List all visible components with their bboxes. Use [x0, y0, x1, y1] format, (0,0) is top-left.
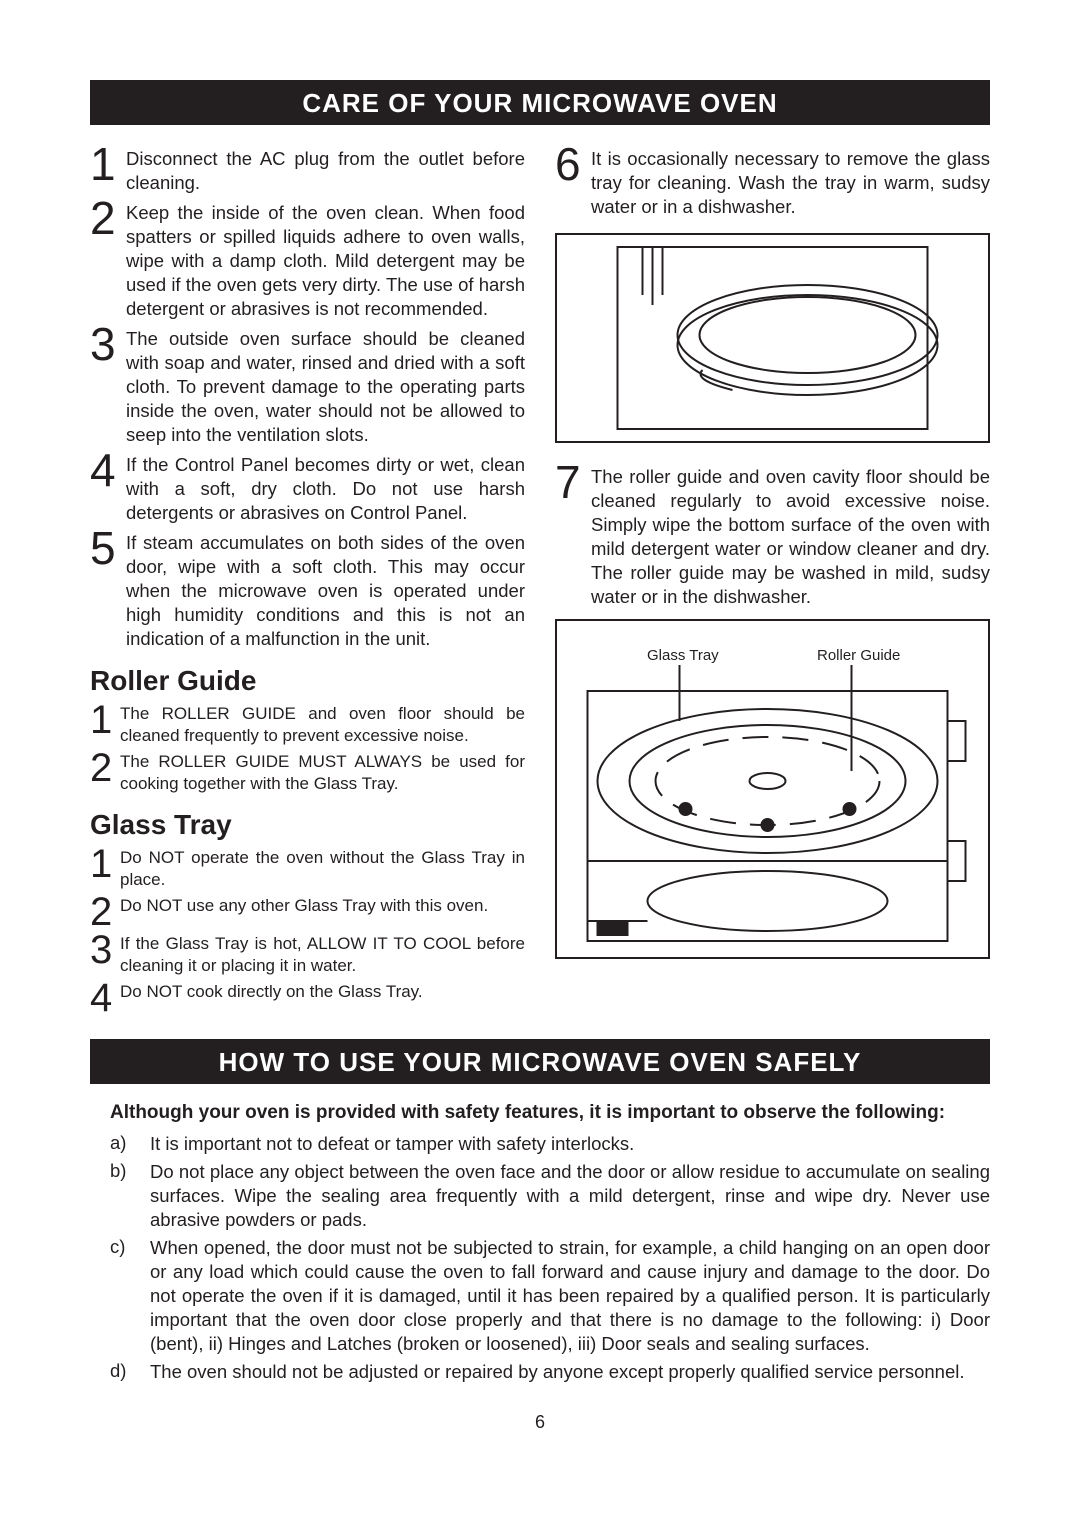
step-text: It is occasionally necessary to remove t…: [591, 143, 990, 219]
roller-guide-heading: Roller Guide: [90, 665, 525, 697]
step-text: The outside oven surface should be clean…: [126, 323, 525, 447]
care-step: 2Do NOT use any other Glass Tray with th…: [90, 893, 525, 929]
safety-intro-text: Although your oven is provided with safe…: [110, 1102, 990, 1124]
glass-tray-heading: Glass Tray: [90, 809, 525, 841]
step-number: 6: [555, 143, 591, 183]
step-number: 1: [90, 143, 126, 183]
microwave-interior-diagram: [555, 233, 990, 443]
step-text: Disconnect the AC plug from the outlet b…: [126, 143, 525, 195]
step-number: 2: [90, 749, 120, 785]
safety-item: b)Do not place any object between the ov…: [110, 1160, 990, 1232]
care-step: 1Disconnect the AC plug from the outlet …: [90, 143, 525, 195]
step-text: If the Glass Tray is hot, ALLOW IT TO CO…: [120, 931, 525, 977]
safety-letter: a): [110, 1132, 150, 1156]
care-step: 4If the Control Panel becomes dirty or w…: [90, 449, 525, 525]
care-left-column: 1Disconnect the AC plug from the outlet …: [90, 143, 525, 1017]
safety-letter: d): [110, 1360, 150, 1384]
step-text: Do NOT cook directly on the Glass Tray.: [120, 979, 423, 1003]
care-step: 3If the Glass Tray is hot, ALLOW IT TO C…: [90, 931, 525, 977]
care-step: 7 The roller guide and oven cavity floor…: [555, 461, 990, 609]
step-number: 3: [90, 323, 126, 363]
safety-text: When opened, the door must not be subjec…: [150, 1236, 990, 1356]
safety-letter: b): [110, 1160, 150, 1232]
manual-page: CARE OF YOUR MICROWAVE OVEN 1Disconnect …: [0, 0, 1080, 1473]
step-text: Do NOT use any other Glass Tray with thi…: [120, 893, 488, 917]
safety-text: It is important not to defeat or tamper …: [150, 1132, 634, 1156]
page-number: 6: [90, 1412, 990, 1433]
step-number: 7: [555, 461, 591, 501]
section-banner-safety: HOW TO USE YOUR MICROWAVE OVEN SAFELY: [90, 1039, 990, 1084]
step-number: 2: [90, 197, 126, 237]
diagram-label-roller: Roller Guide: [817, 647, 900, 664]
safety-item: d)The oven should not be adjusted or rep…: [110, 1360, 990, 1384]
step-text: Keep the inside of the oven clean. When …: [126, 197, 525, 321]
step-number: 5: [90, 527, 126, 567]
step-text: The ROLLER GUIDE and oven floor should b…: [120, 701, 525, 747]
safety-letter: c): [110, 1236, 150, 1356]
care-step: 3The outside oven surface should be clea…: [90, 323, 525, 447]
care-step: 2Keep the inside of the oven clean. When…: [90, 197, 525, 321]
section-banner-care: CARE OF YOUR MICROWAVE OVEN: [90, 80, 990, 125]
step-number: 2: [90, 893, 120, 929]
care-step: 1Do NOT operate the oven without the Gla…: [90, 845, 525, 891]
care-step: 2The ROLLER GUIDE MUST ALWAYS be used fo…: [90, 749, 525, 795]
safety-list: a)It is important not to defeat or tampe…: [110, 1132, 990, 1384]
care-right-column: 6 It is occasionally necessary to remove…: [555, 143, 990, 1017]
diagram-label-glass: Glass Tray: [647, 647, 719, 664]
step-text: If steam accumulates on both sides of th…: [126, 527, 525, 651]
step-number: 4: [90, 449, 126, 489]
step-number: 3: [90, 931, 120, 967]
safety-item: a)It is important not to defeat or tampe…: [110, 1132, 990, 1156]
safety-text: Do not place any object between the oven…: [150, 1160, 990, 1232]
step-text: The ROLLER GUIDE MUST ALWAYS be used for…: [120, 749, 525, 795]
step-text: Do NOT operate the oven without the Glas…: [120, 845, 525, 891]
care-step: 1The ROLLER GUIDE and oven floor should …: [90, 701, 525, 747]
care-step: 5If steam accumulates on both sides of t…: [90, 527, 525, 651]
safety-text: The oven should not be adjusted or repai…: [150, 1360, 965, 1384]
step-number: 4: [90, 979, 120, 1015]
tray-roller-icon: [557, 621, 988, 957]
care-step: 4Do NOT cook directly on the Glass Tray.: [90, 979, 525, 1015]
roller-glass-diagram: Glass Tray Roller Guide: [555, 619, 990, 959]
step-text: If the Control Panel becomes dirty or we…: [126, 449, 525, 525]
care-step: 6 It is occasionally necessary to remove…: [555, 143, 990, 219]
step-number: 1: [90, 845, 120, 881]
step-text: The roller guide and oven cavity floor s…: [591, 461, 990, 609]
safety-item: c)When opened, the door must not be subj…: [110, 1236, 990, 1356]
care-columns: 1Disconnect the AC plug from the outlet …: [90, 143, 990, 1017]
step-number: 1: [90, 701, 120, 737]
oven-tray-icon: [557, 235, 988, 441]
